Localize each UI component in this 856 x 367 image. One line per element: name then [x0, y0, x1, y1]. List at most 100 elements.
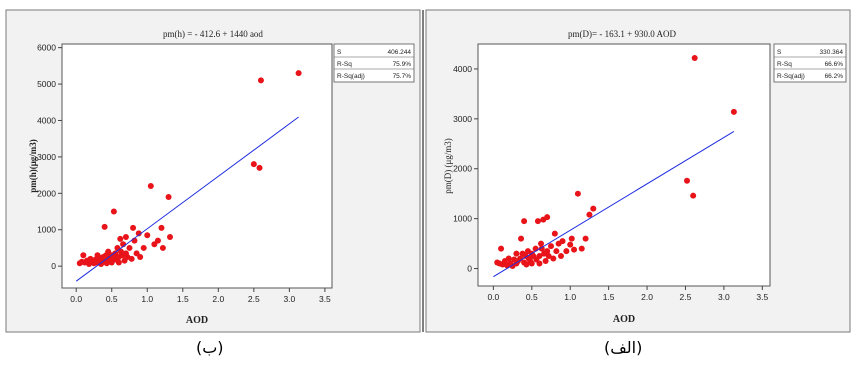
right-stat-value-s: 330.364 — [820, 49, 844, 56]
left-data-point — [158, 224, 165, 231]
left-data-point — [154, 237, 161, 244]
right-data-point — [534, 218, 541, 225]
left-y-tick-label: 0 — [51, 261, 56, 271]
left-y-tick-label: 4000 — [37, 115, 56, 125]
right-data-point — [691, 54, 698, 61]
right-data-point — [518, 235, 525, 242]
right-stat-value-rsq-adj: 66.2% — [825, 73, 844, 80]
left-stat-label-s: S — [337, 49, 342, 56]
left-x-ticks: 0.0 0.5 1.0 1.5 2.0 2.5 3.0 3.5 — [70, 288, 331, 304]
left-x-tick-label: 1.0 — [141, 294, 153, 304]
right-data-point — [538, 240, 545, 247]
right-data-point — [521, 218, 528, 225]
right-data-point — [553, 248, 560, 255]
right-y-tick-label: 1000 — [453, 214, 472, 224]
left-data-point — [256, 164, 263, 171]
left-data-point — [159, 244, 166, 251]
left-data-point — [115, 259, 122, 266]
left-data-point — [117, 235, 124, 242]
right-data-point — [590, 205, 597, 212]
left-y-tick-label: 1000 — [37, 225, 56, 235]
left-data-point — [80, 252, 87, 259]
left-data-point — [140, 244, 147, 251]
left-x-tick-label: 3.0 — [283, 294, 295, 304]
left-x-tick-label: 2.5 — [248, 294, 260, 304]
left-data-point — [295, 70, 302, 77]
left-data-point — [147, 183, 154, 190]
right-stat-label-rsq-adj: R-Sq(adj) — [777, 73, 805, 80]
left-scatter-chart: pm(h) = - 412.6 + 1440 aod 0 1000 2000 3000… — [28, 29, 415, 326]
left-y-tick-label: 5000 — [37, 79, 56, 89]
left-y-tick-label: 2000 — [37, 188, 56, 198]
right-data-point — [513, 250, 520, 257]
left-plot-area — [61, 43, 333, 289]
right-data-point — [550, 255, 557, 262]
left-data-point — [128, 255, 135, 262]
right-x-ticks: 0.0 0.5 1.0 1.5 2.0 2.5 3.0 3.5 — [487, 286, 768, 302]
right-x-tick-label: 2.5 — [680, 292, 692, 302]
right-data-point — [567, 241, 574, 248]
right-data-point — [578, 245, 585, 252]
right-data-point — [586, 211, 593, 218]
right-plot-area — [477, 43, 771, 287]
left-points — [76, 70, 302, 267]
right-data-point — [544, 248, 551, 255]
left-data-point — [110, 208, 117, 215]
left-data-point — [135, 230, 142, 237]
right-chart-title: pm(D)= - 163.1 + 930.0 AOD — [568, 29, 676, 39]
right-data-point — [545, 253, 552, 260]
right-data-point — [557, 253, 564, 260]
right-y-tick-label: 3000 — [453, 114, 472, 124]
left-data-point — [101, 223, 108, 230]
right-data-point — [544, 214, 551, 221]
right-data-point — [568, 235, 575, 242]
right-data-point — [528, 260, 535, 267]
left-data-point — [165, 193, 172, 200]
left-stats-box: S 406.244 R-Sq 75.9% R-Sq(adj) 75.7% — [333, 43, 415, 83]
right-x-tick-label: 1.5 — [603, 292, 615, 302]
left-y-axis-label: pm(h)(μg/m3) — [28, 139, 38, 193]
right-data-point — [498, 245, 505, 252]
left-stat-label-rsq: R-Sq — [337, 61, 352, 68]
left-y-tick-label: 3000 — [37, 152, 56, 162]
right-x-tick-label: 0.5 — [526, 292, 538, 302]
left-stat-value-rsq: 75.9% — [393, 61, 412, 68]
caption-left: (ب) — [196, 338, 224, 357]
right-fit-line — [493, 131, 735, 278]
right-stat-label-rsq: R-Sq — [777, 61, 792, 68]
left-stat-value-s: 406.244 — [388, 49, 412, 56]
left-data-point — [144, 232, 151, 239]
left-x-tick-label: 0.0 — [70, 294, 82, 304]
right-x-tick-label: 1.0 — [564, 292, 576, 302]
left-x-axis-label: AOD — [186, 315, 208, 326]
right-data-point — [505, 255, 512, 262]
right-data-point — [684, 177, 691, 184]
right-data-point — [536, 253, 543, 260]
right-data-point — [571, 246, 578, 253]
left-x-tick-label: 0.5 — [106, 294, 118, 304]
left-data-point — [126, 244, 133, 251]
right-y-axis-label: pm(D) (μg/m3) — [443, 138, 453, 194]
right-data-point — [536, 260, 543, 267]
right-x-tick-label: 0.0 — [487, 292, 499, 302]
left-stat-value-rsq-adj: 75.7% — [393, 73, 412, 80]
right-x-axis-label: AOD — [613, 314, 635, 325]
right-y-tick-label: 2000 — [453, 164, 472, 174]
left-data-point — [108, 259, 115, 266]
right-y-tick-label: 0 — [467, 264, 472, 274]
right-y-tick-label: 4000 — [453, 64, 472, 74]
right-data-point — [523, 261, 530, 268]
left-y-tick-label: 6000 — [37, 43, 56, 53]
left-x-tick-label: 3.5 — [319, 294, 331, 304]
right-data-point — [542, 258, 549, 265]
left-data-point — [167, 234, 173, 241]
right-x-tick-label: 3.0 — [718, 292, 730, 302]
right-scatter-chart: pm(D)= - 163.1 + 930.0 AOD 0 1000 2000 3000… — [443, 29, 847, 325]
right-x-tick-label: 3.5 — [756, 292, 768, 302]
right-data-point — [551, 230, 558, 237]
left-data-point — [137, 254, 144, 261]
right-data-point — [559, 238, 566, 245]
caption-right: (الف) — [604, 338, 643, 357]
left-x-tick-label: 2.0 — [212, 294, 224, 304]
